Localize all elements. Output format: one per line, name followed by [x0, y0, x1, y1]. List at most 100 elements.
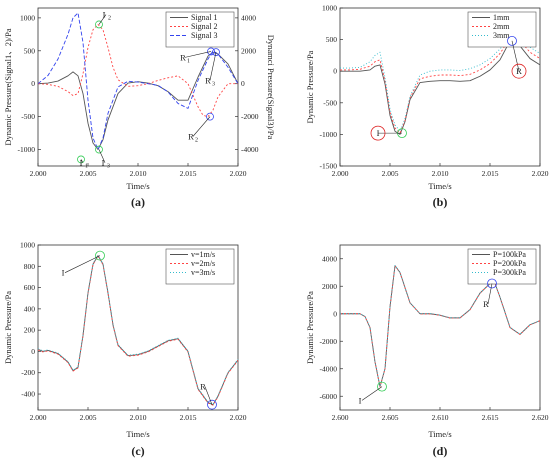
annotation-marker: [207, 47, 215, 56]
annotation-circle: [511, 63, 527, 79]
y-tick-label: 0: [31, 79, 35, 88]
x-tick-label: 2.020: [230, 169, 247, 178]
x-tick-label: 2.600: [332, 413, 349, 422]
y-tick-label: -500: [323, 98, 337, 107]
annotation-label: I: [80, 158, 83, 168]
chart-panel-2: 2.000 2.005 2.010 2.015 2.020 1000 500 0 -500 -10…: [305, 4, 549, 210]
legend-label: 3mm: [493, 31, 510, 40]
legend-label: Signal 1: [191, 13, 217, 22]
legend-label: v=2m/s: [191, 259, 215, 268]
annotation-label: I: [62, 268, 65, 278]
annotation-label: R: [200, 382, 206, 392]
panel-label: (b): [433, 195, 448, 209]
annotation-circle: [370, 125, 386, 141]
chart-panel-3: 2.000 2.005 2.010 2.015 2.020 1000 800 600 400 20…: [3, 241, 247, 459]
x-axis-label: Time/s: [428, 181, 451, 191]
chart-panel-1: 2.000 2.005 2.010 2.015 2.020 1000 500 0 -500 -10…: [3, 7, 276, 209]
annotation-label: R: [188, 131, 194, 141]
y-tick-label: 1000: [20, 241, 35, 250]
annotation-label: R: [516, 66, 522, 76]
y-tick-label: 0: [333, 309, 337, 318]
series-line-1: [340, 39, 541, 135]
y-axis-label: Dynamic Pressure/Pa: [305, 291, 315, 364]
annotation-label: R: [180, 52, 186, 62]
annotation-arrow: [98, 149, 106, 163]
x-tick-label: 2.000: [30, 169, 47, 178]
legend-label: Signal 3: [191, 31, 217, 40]
x-tick-label: 2.015: [482, 169, 499, 178]
chart-panel-4: 2.600 2.605 2.610 2.615 2.620 4000 2000 0 -2000 -…: [305, 244, 549, 458]
x-tick-label: 2.015: [180, 169, 197, 178]
x-axis-label: Time/s: [126, 429, 149, 439]
y-tick-label: 1000: [20, 13, 35, 22]
annotation-arrow: [487, 283, 493, 305]
annotation-arrow: [64, 255, 101, 273]
y-tick-label: -4000: [320, 364, 338, 373]
x-tick-label: 2.605: [382, 413, 399, 422]
y-tick-label: -6000: [320, 392, 338, 401]
annotation-subscript: 1: [187, 58, 190, 64]
legend: v=1m/sv=2m/sv=3m/s: [165, 248, 235, 285]
annotation-marker: [95, 250, 105, 261]
x-tick-label: 2.000: [332, 169, 349, 178]
annotation-marker: [77, 155, 85, 164]
y-tick-label: -200: [21, 368, 35, 377]
x-tick-label: 2.020: [532, 169, 549, 178]
panel-label: (d): [433, 444, 448, 458]
annotation-arrow: [361, 386, 383, 401]
series-line-1: [37, 51, 239, 150]
annotation-label: I: [102, 158, 105, 168]
y-tick-label: 2000: [322, 282, 337, 291]
annotation-label: R: [205, 75, 211, 85]
legend-label: Signal 2: [191, 22, 217, 31]
annotation-arrow: [184, 51, 212, 58]
series-line-3: [37, 12, 239, 150]
y-right-tick-label: 0: [241, 79, 245, 88]
y-tick-label: -2000: [320, 337, 338, 346]
annotation-marker: [206, 112, 214, 121]
y-tick-label: 200: [24, 326, 36, 335]
x-axis-label: Time/s: [428, 429, 451, 439]
x-tick-label: 2.010: [130, 413, 147, 422]
y-tick-label: -500: [21, 112, 35, 121]
annotation-label: I: [103, 10, 106, 20]
y-right-tick-label: -2000: [241, 112, 259, 121]
y-tick-label: 1000: [322, 4, 337, 13]
annotation-arrow: [192, 116, 211, 137]
series-line-2: [37, 24, 238, 118]
x-tick-label: 2.020: [230, 413, 247, 422]
series-line-2: [340, 35, 541, 134]
annotation-label: I: [377, 128, 380, 138]
y-tick-label: 800: [24, 262, 36, 271]
y-tick-label: -400: [21, 390, 35, 399]
panel-label: (a): [131, 195, 145, 209]
annotation-subscript: 3: [212, 81, 215, 87]
legend-label: 2mm: [493, 22, 510, 31]
annotation-arrow: [209, 52, 217, 81]
annotation-subscript: 2: [108, 16, 111, 22]
legend-label: P=100kPa: [493, 250, 526, 259]
annotation-subscript: 1: [85, 164, 88, 170]
annotation-marker: [95, 20, 103, 29]
x-tick-label: 2.620: [532, 413, 549, 422]
x-tick-label: 2.000: [30, 413, 47, 422]
x-axis-label: Time/s: [126, 181, 149, 191]
annotation-marker: [377, 381, 387, 392]
panel-label: (c): [131, 444, 144, 458]
annotation-arrow: [98, 14, 107, 25]
annotation-label: I: [359, 395, 362, 405]
y-tick-label: 4000: [322, 254, 337, 263]
annotation-label: R: [483, 299, 489, 309]
legend-label: P=200kPa: [493, 259, 526, 268]
annotation-marker: [507, 35, 517, 46]
annotation-arrow: [80, 159, 84, 163]
x-tick-label: 2.015: [180, 413, 197, 422]
y-tick-label: 400: [24, 304, 36, 313]
annotation-marker: [212, 48, 220, 57]
y-right-tick-label: 4000: [241, 13, 256, 22]
annotation-marker: [207, 399, 217, 410]
